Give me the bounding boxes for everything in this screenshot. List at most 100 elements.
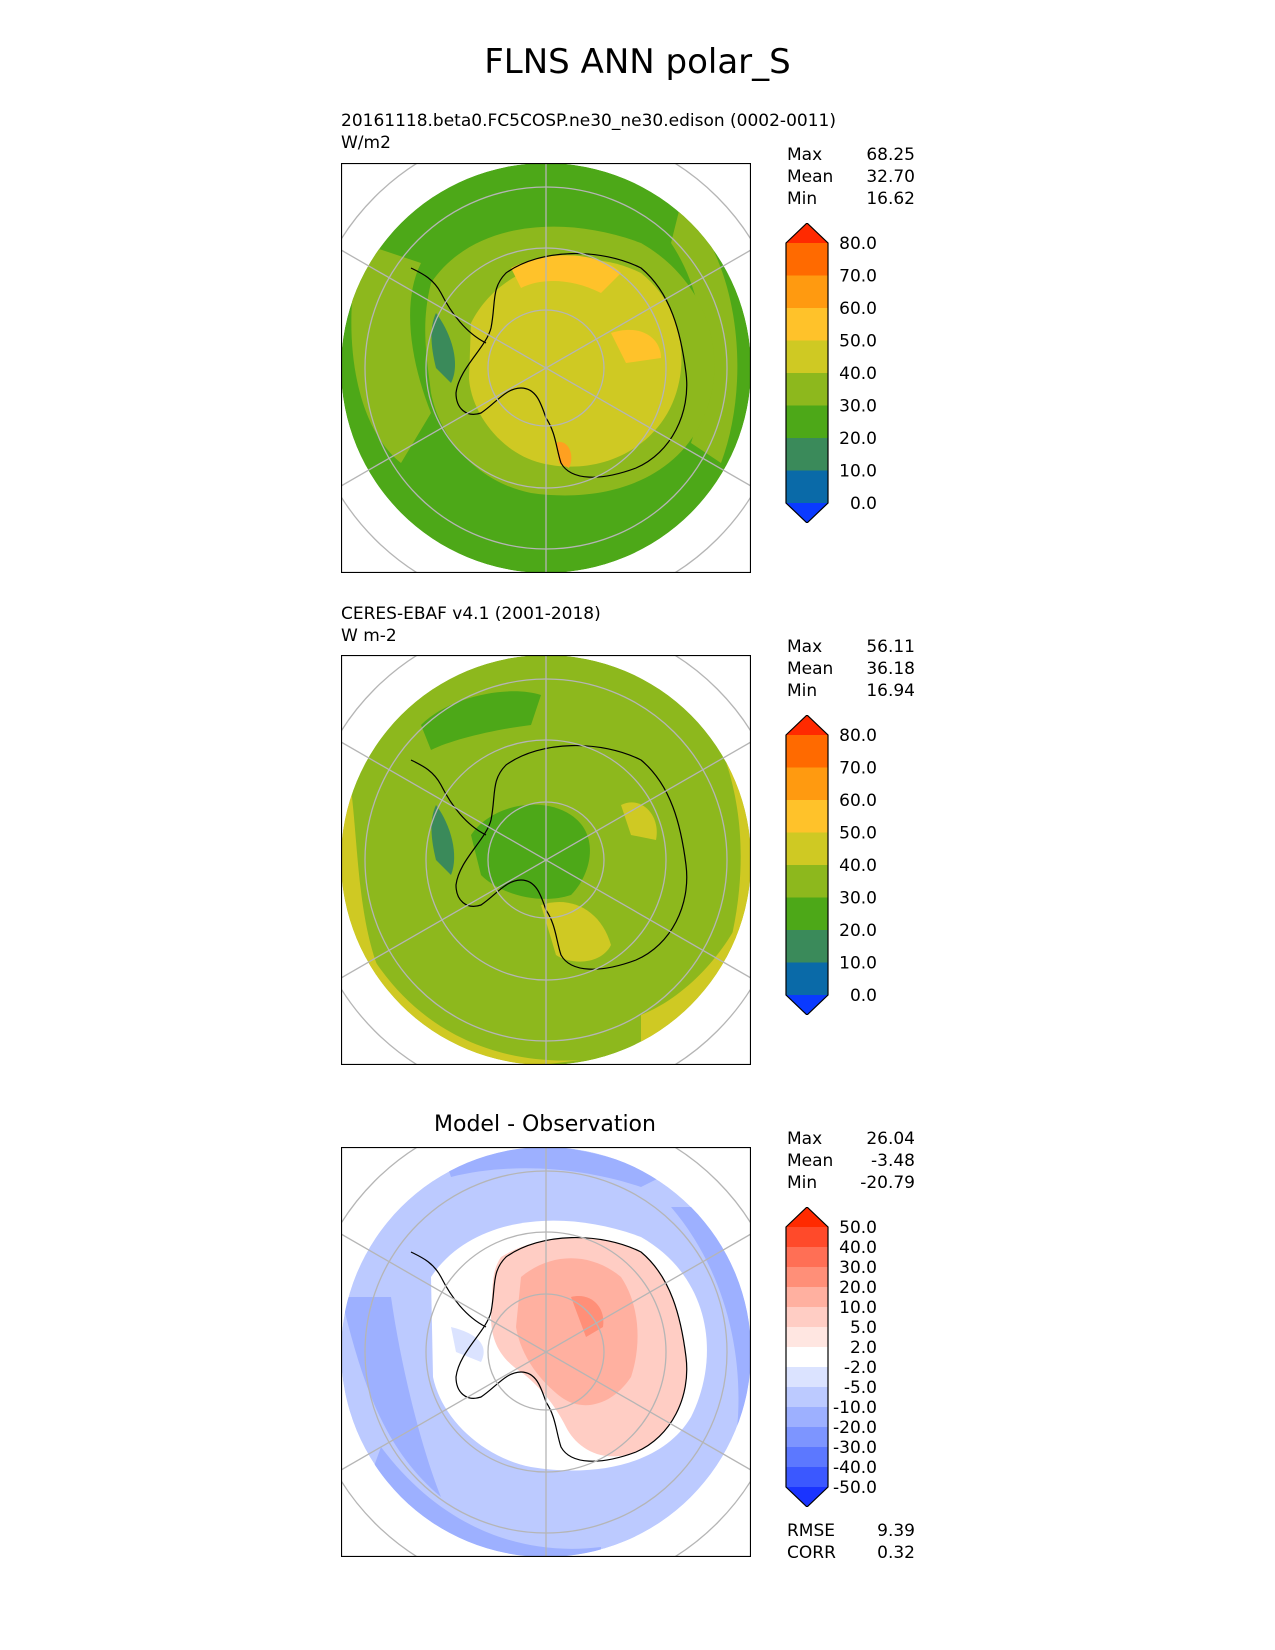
model-units: W/m2 [341, 133, 391, 153]
stat-max: Max 26.04 [787, 1129, 915, 1149]
colorbar-segment [786, 1227, 828, 1247]
colorbar-outline [785, 223, 829, 523]
colorbar-tick-label: 70.0 [839, 759, 877, 779]
coastline [410, 252, 688, 478]
colorbar-tick-label: 50.0 [839, 824, 877, 844]
graticule [341, 1147, 751, 1557]
stat-corr: CORR 0.32 [787, 1543, 915, 1563]
coastline [410, 1236, 688, 1462]
diff-map [341, 1147, 751, 1557]
colorbar-tick-label: 40.0 [839, 856, 877, 876]
stat-mean: Mean -3.48 [787, 1151, 915, 1171]
colorbar-segment [786, 308, 828, 341]
colorbar-segment [786, 438, 828, 471]
colorbar-segment [786, 1367, 828, 1387]
colorbar-tick-label: 70.0 [839, 267, 877, 287]
colorbar-segment [786, 995, 828, 1015]
colorbar-tick-label: 5.0 [850, 1318, 877, 1338]
colorbar-outline [785, 1207, 829, 1507]
graticule [341, 655, 751, 1065]
graticule [341, 163, 751, 573]
colorbar-segment [786, 1347, 828, 1367]
obs-stats: Max 56.11 Mean 36.18 Min 16.94 [787, 636, 915, 702]
colorbar-segment [786, 1467, 828, 1487]
colorbar-tick-label: -2.0 [844, 1358, 877, 1378]
stat-rmse: RMSE 9.39 [787, 1521, 915, 1541]
colorbar-tick-label: 10.0 [839, 462, 877, 482]
obs-map [341, 655, 751, 1065]
colorbar-tick-label: -30.0 [833, 1438, 877, 1458]
colorbar-tick-label: -5.0 [844, 1378, 877, 1398]
colorbar-segment [786, 503, 828, 523]
colorbar-tick-label: 50.0 [839, 1218, 877, 1238]
colorbar-tick-label: -10.0 [833, 1398, 877, 1418]
colorbar-segment [786, 275, 828, 308]
colorbar-tick-label: 60.0 [839, 791, 877, 811]
diff-colorbar: 50.040.030.020.010.05.02.0-2.0-5.0-10.0-… [785, 1207, 877, 1507]
colorbar-tick-label: 0.0 [850, 494, 877, 514]
colorbar-segment [786, 1287, 828, 1307]
colorbar-segment [786, 1427, 828, 1447]
diff-extra-stats: RMSE 9.39 CORR 0.32 [787, 1520, 915, 1564]
stat-max: Max 56.11 [787, 637, 915, 657]
colorbar-segment [786, 1327, 828, 1347]
colorbar-tick-label: 30.0 [839, 397, 877, 417]
model-colorbar: 80.0 70.0 60.0 50.0 40.0 30.0 20.0 10.0 0.0 [785, 223, 877, 523]
colorbar-tick-label: 60.0 [839, 299, 877, 319]
colorbar-segment [786, 1307, 828, 1327]
colorbar-segment [786, 1407, 828, 1427]
obs-colorbar: 80.0 70.0 60.0 50.0 40.0 30.0 20.0 10.0 0.0 [785, 715, 877, 1015]
stat-min: Min -20.79 [787, 1173, 915, 1193]
colorbar-tick-label: 30.0 [839, 889, 877, 909]
colorbar-segment [786, 340, 828, 373]
colorbar-tick-label: 20.0 [839, 429, 877, 449]
colorbar-outline [785, 715, 829, 1015]
diff-stats: Max 26.04 Mean -3.48 Min -20.79 [787, 1128, 915, 1194]
obs-units: W m-2 [341, 626, 397, 646]
model-title-line1: 20161118.beta0.FC5COSP.ne30_ne30.edison … [341, 111, 836, 131]
colorbar-segment [786, 897, 828, 930]
colorbar-tick-label: 20.0 [839, 1278, 877, 1298]
stat-min: Min 16.94 [787, 681, 915, 701]
model-map [341, 163, 751, 573]
colorbar-segment [786, 405, 828, 438]
obs-title: CERES-EBAF v4.1 (2001-2018) W m-2 [341, 603, 601, 647]
colorbar-segment [786, 373, 828, 406]
obs-title-line1: CERES-EBAF v4.1 (2001-2018) [341, 604, 601, 624]
colorbar-tick-label: 2.0 [850, 1338, 877, 1358]
model-title: 20161118.beta0.FC5COSP.ne30_ne30.edison … [341, 110, 836, 154]
colorbar-tick-label: -20.0 [833, 1418, 877, 1438]
colorbar-tick-label: 20.0 [839, 921, 877, 941]
stat-mean: Mean 32.70 [787, 167, 915, 187]
coastline [410, 744, 688, 970]
stat-max: Max 68.25 [787, 145, 915, 165]
colorbar-tick-label: 30.0 [839, 1258, 877, 1278]
colorbar-tick-label: -40.0 [833, 1458, 877, 1478]
colorbar-segment [786, 767, 828, 800]
colorbar-tick-label: -50.0 [833, 1478, 877, 1498]
colorbar-tick-label: 80.0 [839, 234, 877, 254]
colorbar-segment [786, 962, 828, 995]
colorbar-tick-label: 50.0 [839, 332, 877, 352]
colorbar-segment [786, 1267, 828, 1287]
colorbar-tick-label: 80.0 [839, 726, 877, 746]
colorbar-segment [786, 1387, 828, 1407]
colorbar-segment [786, 800, 828, 833]
model-stats: Max 68.25 Mean 32.70 Min 16.62 [787, 144, 915, 210]
colorbar-segment [786, 1207, 828, 1227]
colorbar-segment [786, 930, 828, 963]
stat-min: Min 16.62 [787, 189, 915, 209]
colorbar-segment [786, 1247, 828, 1267]
colorbar-segment [786, 865, 828, 898]
colorbar-segment [786, 735, 828, 768]
colorbar-tick-label: 40.0 [839, 1238, 877, 1258]
colorbar-segment [786, 715, 828, 735]
colorbar-segment [786, 1487, 828, 1507]
diff-title: Model - Observation [434, 1112, 656, 1137]
colorbar-tick-label: 40.0 [839, 364, 877, 384]
colorbar-segment [786, 1447, 828, 1467]
colorbar-tick-label: 0.0 [850, 986, 877, 1006]
colorbar-segment [786, 243, 828, 276]
colorbar-tick-label: 10.0 [839, 954, 877, 974]
colorbar-segment [786, 470, 828, 503]
